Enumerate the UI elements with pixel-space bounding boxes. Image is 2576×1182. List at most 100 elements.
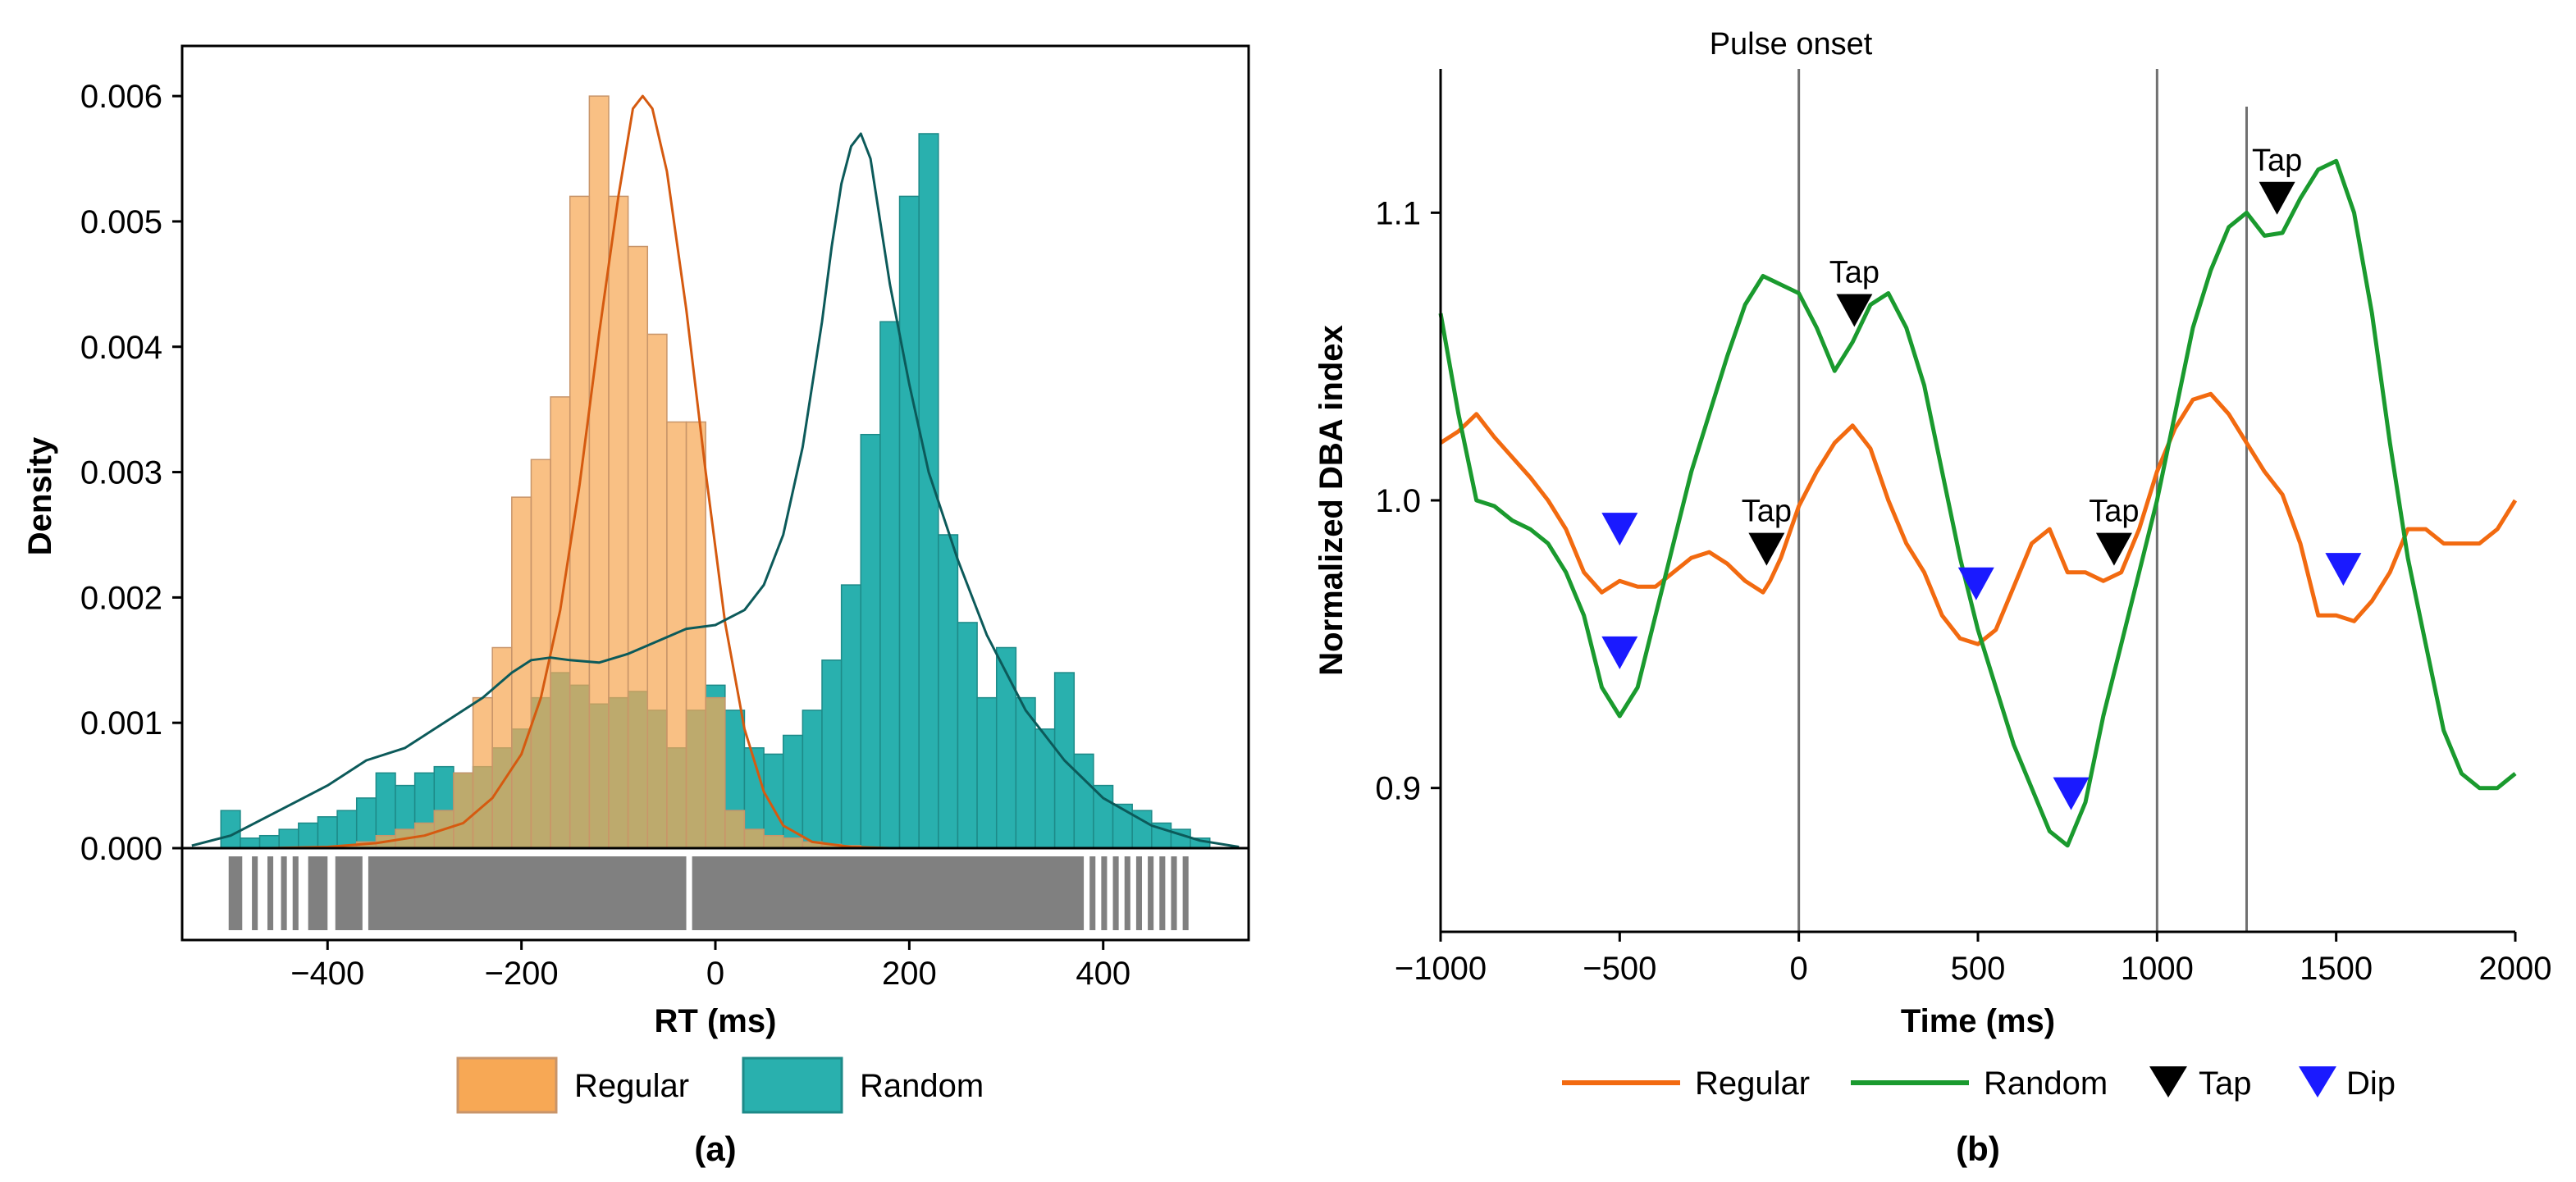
random-bar	[840, 584, 862, 849]
panel-a: 0.000 0.001 0.002 0.003 0.004 0.005 0.006 −400…	[22, 44, 1250, 1168]
regular-bar	[724, 810, 746, 849]
random-bar	[278, 828, 299, 849]
rug-segment	[1112, 856, 1119, 930]
legend-regular-label: Regular	[574, 1068, 689, 1104]
tap-annotation-label: Tap	[1742, 495, 1792, 529]
panel-b-x-axis-title: Time (ms)	[1901, 1003, 2055, 1039]
regular-bar	[588, 95, 610, 849]
rug-segment	[1182, 856, 1189, 930]
rug-segment	[1101, 856, 1108, 930]
regular-bar	[511, 496, 532, 849]
regular-bar	[491, 646, 513, 849]
random-bar	[938, 534, 959, 849]
y-tick-label: 0.005	[80, 204, 162, 240]
panel-b-markers: Tap Tap Tap Tap	[1601, 144, 2362, 810]
random-bar	[1035, 728, 1056, 849]
x-tick-label: −400	[290, 956, 364, 992]
x-tick-label: −1000	[1395, 951, 1487, 987]
y-tick-label: 0.003	[80, 455, 162, 491]
regular-bar	[646, 333, 668, 849]
panel-a-density-curves	[191, 94, 1240, 850]
y-tick-label: 0.000	[80, 831, 162, 867]
random-bar	[298, 822, 319, 849]
x-tick-label: 500	[1951, 951, 2006, 987]
regular-bar	[472, 696, 493, 849]
panel-b-legend: Regular Random Tap Dip	[1562, 1066, 2396, 1102]
rug-segment	[228, 856, 243, 930]
x-tick-label: 0	[706, 956, 724, 992]
panel-a-legend: Regular Random	[456, 1056, 984, 1114]
panel-b: Tap Tap Tap Tap 0.9 1.0 1.1 −1000 −500 0 500 1000…	[1313, 27, 2551, 1168]
legend-dip-marker	[2299, 1066, 2336, 1098]
legend-regular-swatch	[456, 1056, 558, 1114]
rug-segment	[292, 856, 299, 930]
legend-random-swatch	[742, 1056, 843, 1114]
random-bar	[957, 622, 978, 849]
random-bar	[355, 797, 377, 849]
rug-segment	[1159, 856, 1166, 930]
random-bar	[258, 834, 280, 849]
legend-random-label: Random	[860, 1068, 984, 1104]
regular-bar	[782, 837, 804, 849]
random-bar	[995, 646, 1017, 849]
random-bar	[240, 837, 261, 849]
y-tick-label: 0.001	[80, 705, 162, 742]
regular-bar	[608, 195, 629, 849]
random-bar	[802, 710, 823, 849]
regular-bar	[705, 696, 726, 849]
random-series-line	[1438, 158, 2517, 848]
y-tick-label: 0.004	[80, 330, 162, 366]
dip-marker	[1601, 513, 1638, 546]
tap-marker	[1836, 294, 1873, 327]
regular-bar	[627, 245, 649, 849]
rug-segment	[1135, 856, 1142, 930]
panel-a-bars	[220, 95, 1211, 849]
rug-segment	[267, 856, 274, 930]
tap-marker	[1748, 532, 1785, 566]
random-bar	[898, 195, 920, 849]
pulse-onset-label: Pulse onset	[1710, 27, 1873, 62]
legend-random-line-label: Random	[1984, 1066, 2108, 1102]
regular-series-line	[1439, 391, 2518, 646]
dip-marker	[2053, 777, 2090, 810]
x-tick-label: 1500	[2300, 951, 2373, 987]
rug-segment	[368, 856, 687, 930]
rug-segment	[1124, 856, 1130, 930]
x-tick-label: 400	[1076, 956, 1130, 992]
rug-segment	[692, 856, 1085, 930]
legend-tap-marker	[2149, 1066, 2187, 1098]
random-bar	[1112, 803, 1133, 849]
random-bar	[763, 753, 784, 849]
dip-marker	[1957, 567, 1994, 600]
x-tick-label: 200	[882, 956, 937, 992]
random-bar	[1093, 784, 1114, 849]
random-bar	[879, 321, 901, 849]
x-tick-label: 1000	[2121, 951, 2194, 987]
tap-annotation-label: Tap	[1829, 256, 1879, 290]
tap-marker	[2095, 532, 2132, 566]
panel-a-x-ticks: −400 −200 0 200 400	[290, 940, 1130, 992]
dip-marker	[2325, 553, 2362, 586]
random-bar	[336, 810, 358, 849]
y-tick-label: 0.006	[80, 79, 162, 115]
panel-b-y-ticks: 0.9 1.0 1.1	[1375, 195, 1441, 807]
dip-marker	[1601, 636, 1638, 669]
panel-b-x-ticks: −1000 −500 0 500 1000 1500 2000	[1395, 932, 2551, 987]
regular-density-curve	[269, 94, 929, 850]
y-tick-label: 0.002	[80, 580, 162, 616]
legend-dip-label: Dip	[2346, 1066, 2396, 1102]
x-tick-label: −500	[1583, 951, 1656, 987]
rug-segment	[1171, 856, 1177, 930]
y-tick-label: 0.9	[1375, 771, 1421, 807]
random-bar	[317, 816, 338, 849]
random-bar	[860, 433, 881, 849]
x-tick-label: −200	[485, 956, 559, 992]
rug-segment	[335, 856, 363, 930]
panel-a-rug-plot	[228, 856, 1189, 930]
random-bar	[976, 696, 998, 849]
regular-bar	[685, 421, 706, 849]
rug-segment	[308, 856, 328, 930]
random-density-curve	[191, 132, 1240, 848]
x-tick-label: 0	[1790, 951, 1808, 987]
